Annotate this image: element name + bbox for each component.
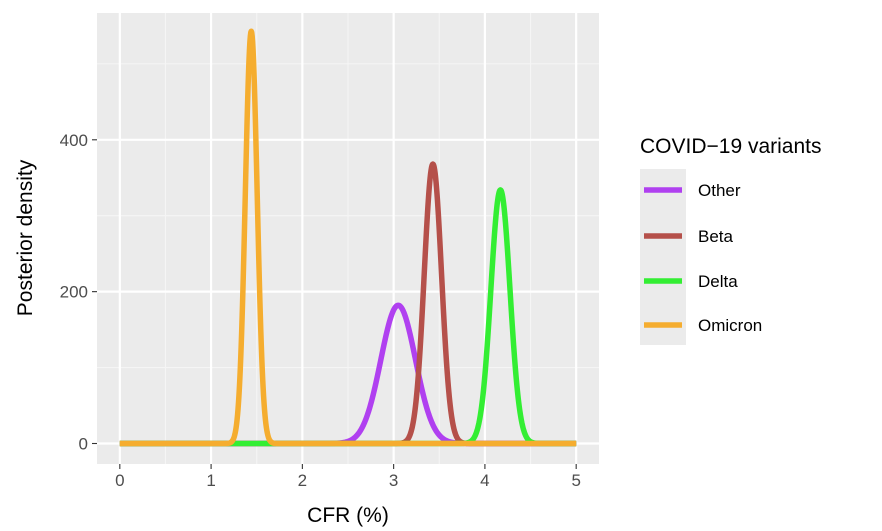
series-line-omicron	[117, 28, 579, 447]
legend: COVID−19 variants Other Beta Delta Omicron	[640, 135, 822, 345]
legend-title: COVID−19 variants	[640, 135, 822, 158]
y-axis-title: Posterior density	[14, 159, 37, 316]
legend-key-background	[640, 169, 686, 345]
y-tick-label: 200	[60, 283, 88, 302]
legend-label-other: Other	[698, 181, 741, 200]
y-tick-label: 400	[60, 131, 88, 150]
legend-label-beta: Beta	[698, 227, 734, 246]
legend-items: Other Beta Delta Omicron	[644, 181, 762, 335]
tick-labels: 0 1 2 3 4 5 0 200 400	[60, 131, 581, 490]
x-tick-label: 3	[389, 471, 398, 490]
series-lines	[117, 28, 579, 447]
y-tick-label: 0	[79, 435, 88, 454]
axis-ticks	[92, 139, 577, 469]
x-tick-label: 1	[206, 471, 215, 490]
x-tick-label: 4	[480, 471, 489, 490]
x-tick-label: 2	[298, 471, 307, 490]
x-tick-label: 0	[115, 471, 124, 490]
legend-label-omicron: Omicron	[698, 316, 762, 335]
x-tick-label: 5	[571, 471, 580, 490]
legend-label-delta: Delta	[698, 272, 738, 291]
x-axis-title: CFR (%)	[307, 504, 389, 527]
